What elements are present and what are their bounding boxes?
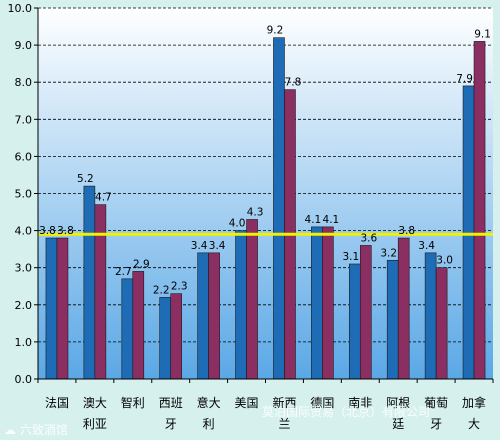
watermark-right: 莫泊国际贸易（北京）有限公司 — [262, 405, 430, 419]
data-label: 3.8 — [398, 225, 415, 237]
data-label: 7.8 — [285, 77, 302, 89]
y-tick-label: 4.0 — [15, 225, 33, 238]
bar-series-2 — [322, 226, 334, 380]
data-label: 7.9 — [456, 73, 473, 85]
y-tick-label: 8.0 — [15, 76, 33, 89]
category-label: 利亚 — [83, 417, 107, 431]
bar-series-1 — [273, 37, 285, 380]
bar-series-2 — [56, 237, 69, 380]
y-tick-label: 1.0 — [15, 336, 33, 349]
data-label: 3.4 — [209, 240, 226, 252]
category-label: 廷 — [392, 417, 404, 431]
data-label: 3.8 — [57, 225, 74, 237]
data-label: 4.1 — [323, 214, 340, 226]
category-label: 新西 — [272, 395, 296, 410]
category-label: 牙 — [165, 417, 177, 431]
bar-series-1 — [83, 185, 96, 380]
data-label: 3.8 — [39, 225, 56, 237]
category-label: 美国 — [235, 396, 259, 410]
bar-series-2 — [435, 267, 448, 380]
data-label: 3.0 — [436, 255, 453, 267]
data-labels: 3.8 3.85.24.72.72.92.2 2.33.4 3.44.04.39.27… — [39, 25, 491, 297]
data-label: 4.1 — [305, 214, 322, 226]
data-label: 2.9 — [133, 258, 150, 270]
y-tick-label: 7.0 — [15, 113, 33, 126]
data-label: 2.2 — [153, 284, 170, 296]
data-label: 3.4 — [418, 240, 435, 252]
watermark-left: ☁ 六致酒馆 — [4, 422, 68, 437]
y-tick-label: 6.0 — [15, 150, 33, 163]
category-label: 大 — [468, 417, 480, 431]
data-label: 2.7 — [115, 266, 132, 278]
category-label: 澳大 — [83, 396, 107, 410]
data-label: 4.3 — [247, 206, 264, 218]
bar-series-2 — [473, 41, 486, 380]
category-label: 西班 — [159, 396, 183, 410]
data-label: 2.3 — [171, 281, 188, 293]
y-tick-label: 5.0 — [15, 188, 33, 201]
category-label: 德国 — [310, 395, 334, 410]
bar-series-1 — [386, 259, 399, 380]
category-label: 智利 — [121, 395, 145, 410]
axes — [34, 7, 494, 383]
y-tick-labels: 0.0 1.0 2.0 3.0 4.0 5.0 6.0 7.0 8.0 9.0 10.0 — [8, 2, 33, 386]
y-tick-label: 10.0 — [8, 2, 33, 15]
data-label: 3.4 — [191, 240, 208, 252]
y-tick-label: 9.0 — [15, 39, 33, 52]
y-tick-label: 2.0 — [15, 299, 33, 312]
bar-series-2 — [94, 204, 107, 380]
data-label: 3.2 — [380, 247, 397, 259]
y-tick-label: 0.0 — [15, 373, 33, 386]
bar-series-2 — [132, 271, 145, 380]
bar-series-2 — [397, 237, 410, 380]
bar-series-2 — [359, 245, 372, 380]
bar-series-1 — [159, 297, 172, 380]
data-label: 3.6 — [360, 232, 377, 244]
bar-series-2 — [246, 219, 258, 380]
data-label: 5.2 — [77, 173, 94, 185]
y-tick-label: 3.0 — [15, 262, 33, 275]
category-label: 加拿 — [462, 395, 486, 410]
bar-series-1 — [311, 226, 323, 380]
category-label: 意大 — [197, 395, 221, 410]
data-label: 3.1 — [342, 251, 359, 263]
bar-series-1 — [348, 263, 361, 380]
category-label: 葡萄 — [424, 396, 448, 410]
bar-series-1 — [424, 252, 437, 380]
data-label: 4.7 — [95, 192, 112, 204]
watermark: ☁ 六致酒馆 莫泊国际贸易（北京）有限公司 — [4, 405, 430, 437]
data-label: 9.2 — [267, 25, 284, 37]
data-label: 4.0 — [229, 218, 246, 230]
category-label: 阿根 — [386, 396, 410, 410]
category-label: 利 — [203, 417, 215, 431]
category-label: 兰 — [278, 417, 290, 431]
bar-series-1 — [121, 278, 134, 380]
data-label: 9.1 — [474, 28, 491, 40]
category-label: 南非 — [348, 395, 372, 410]
bar-series-2 — [208, 252, 220, 380]
gridlines — [38, 7, 493, 343]
bar-series-1 — [197, 252, 209, 380]
category-label: 牙 — [430, 417, 442, 431]
category-label: 法国 — [45, 396, 69, 410]
bar-series-2 — [170, 293, 183, 380]
bar-series-1 — [45, 237, 58, 380]
bar-series-1 — [235, 230, 247, 380]
bar-series-1 — [462, 85, 475, 380]
